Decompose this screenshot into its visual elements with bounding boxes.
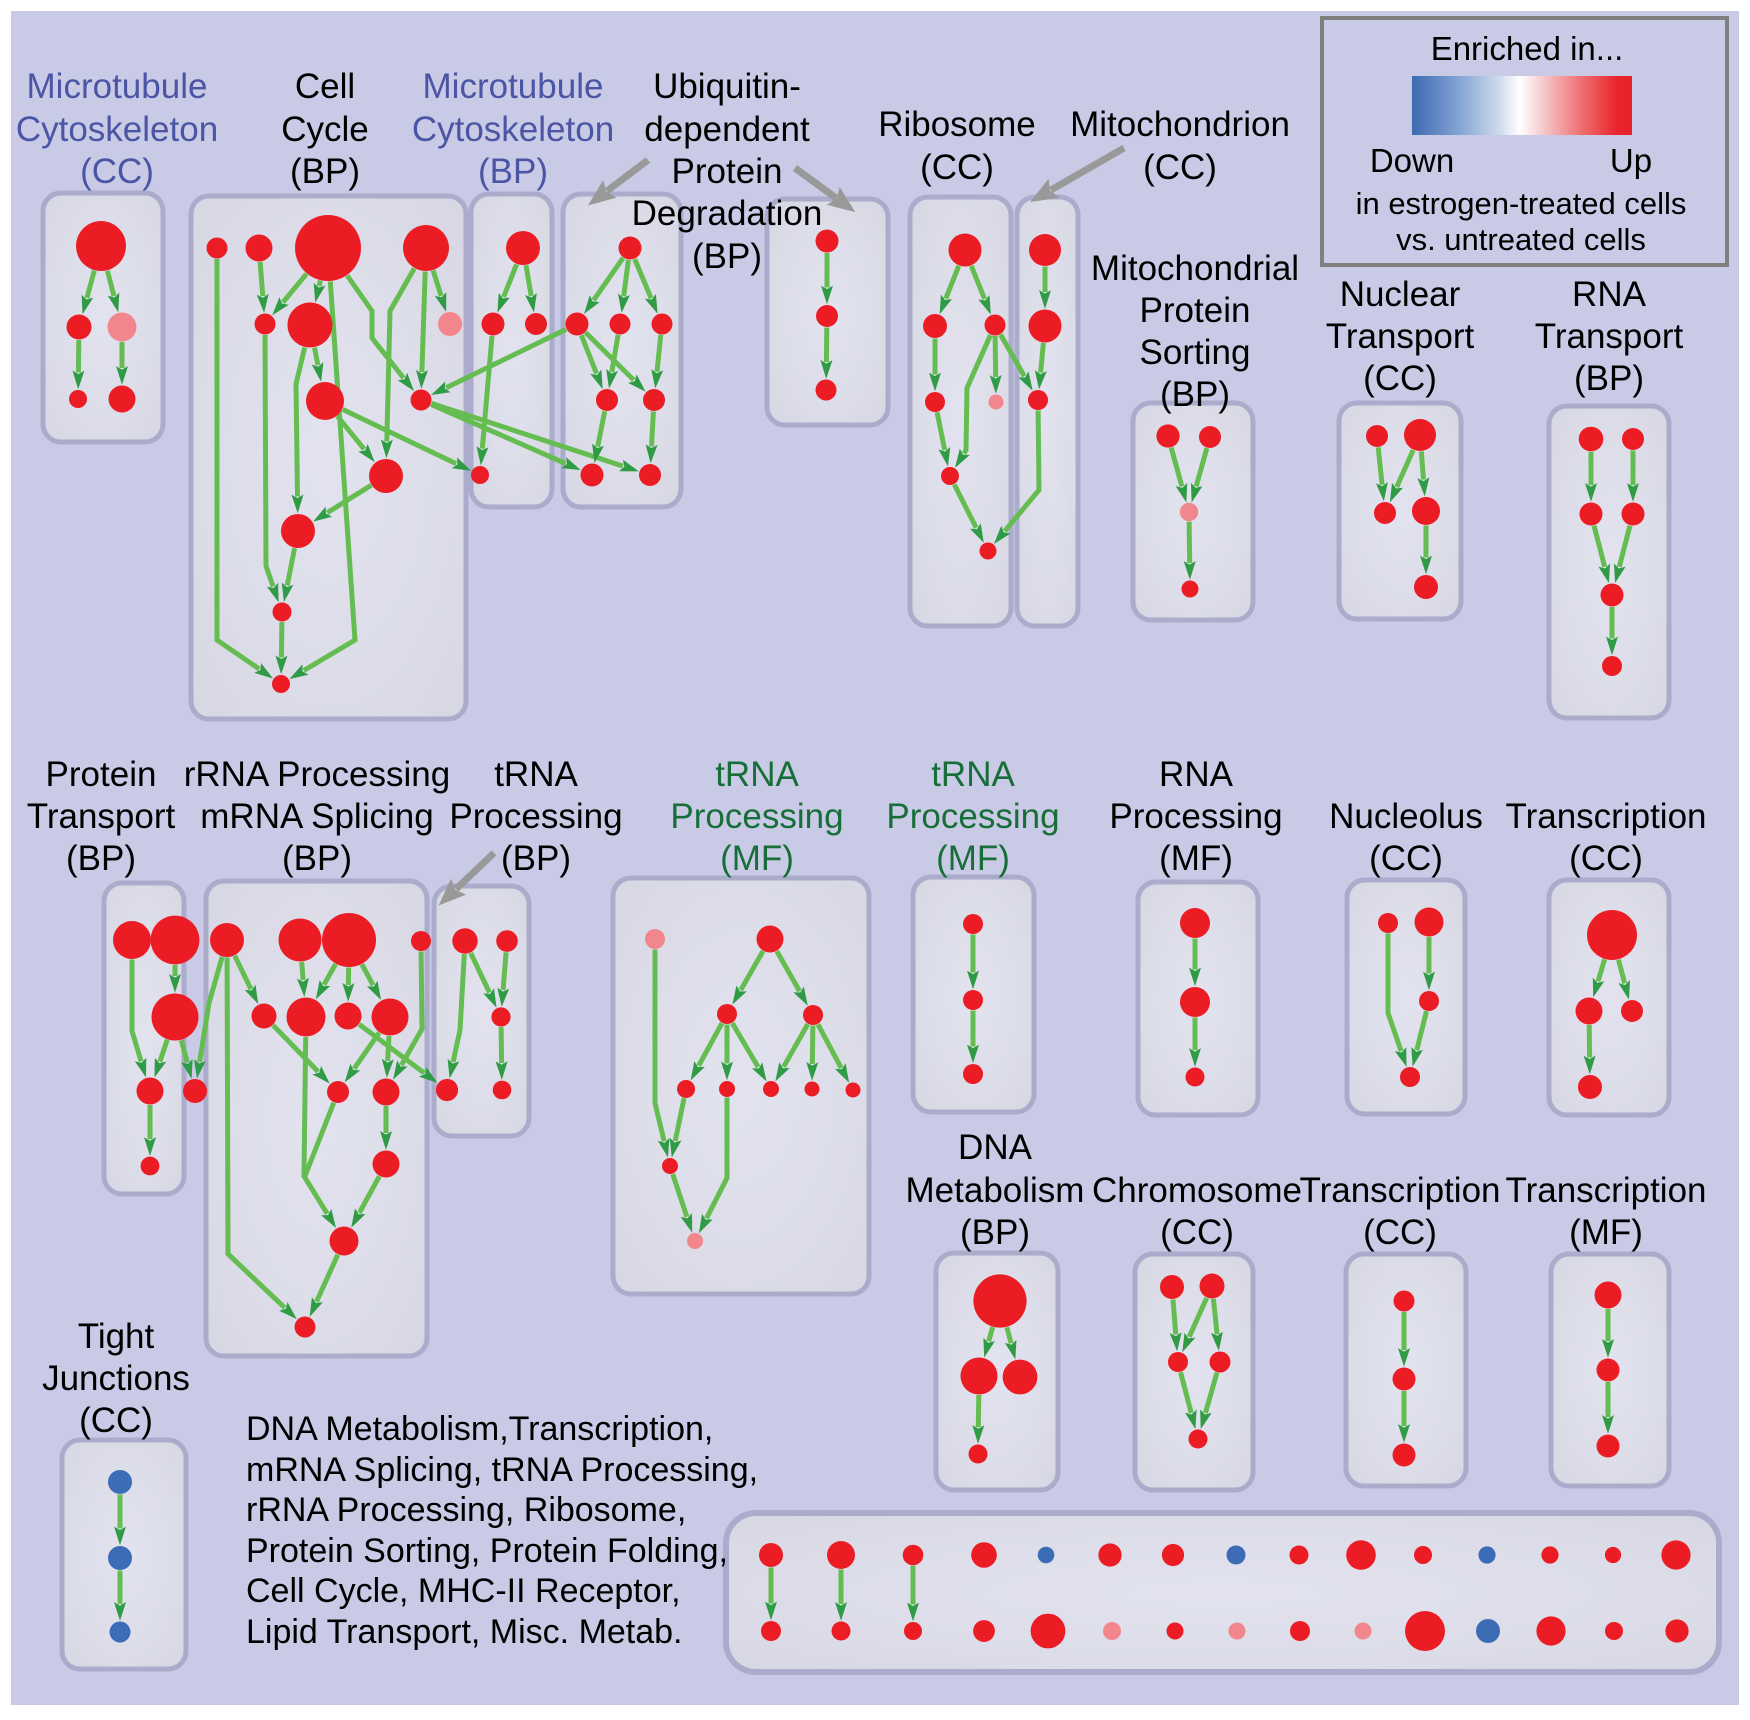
svg-text:(MF): (MF) [1159,839,1233,878]
svg-text:Tight: Tight [78,1317,155,1356]
svg-text:(CC): (CC) [1369,839,1443,878]
svg-text:rRNA Processing, Ribosome,: rRNA Processing, Ribosome, [246,1491,686,1529]
svg-text:(BP): (BP) [1574,359,1644,398]
svg-text:(CC): (CC) [1363,359,1437,398]
svg-text:RNA: RNA [1159,755,1234,794]
svg-text:Metabolism: Metabolism [906,1171,1085,1210]
svg-text:(MF): (MF) [936,839,1010,878]
svg-text:(BP): (BP) [501,839,571,878]
svg-text:Mitochondrion: Mitochondrion [1070,105,1290,144]
svg-text:in estrogen-treated cells: in estrogen-treated cells [1356,186,1687,221]
svg-text:mRNA Splicing, tRNA Processing: mRNA Splicing, tRNA Processing, [246,1451,758,1489]
svg-text:Nuclear: Nuclear [1340,275,1461,314]
svg-text:Junctions: Junctions [42,1359,190,1398]
svg-text:Transcription: Transcription [1300,1171,1501,1210]
svg-text:Transcription: Transcription [1506,797,1707,836]
svg-text:(BP): (BP) [290,152,360,191]
svg-text:Cytoskeleton: Cytoskeleton [16,110,218,149]
svg-text:(MF): (MF) [1569,1213,1643,1252]
svg-text:Processing: Processing [670,797,843,836]
svg-text:DNA: DNA [958,1128,1033,1167]
svg-text:Protein Sorting, Protein Foldi: Protein Sorting, Protein Folding, [246,1532,728,1570]
svg-text:Protein: Protein [672,152,783,191]
svg-text:rRNA Processing: rRNA Processing [184,755,450,794]
svg-text:Processing: Processing [886,797,1059,836]
svg-text:Cell Cycle, MHC-II Receptor,: Cell Cycle, MHC-II Receptor, [246,1572,681,1610]
svg-text:(CC): (CC) [920,148,994,187]
svg-text:Down: Down [1370,142,1454,179]
svg-text:(CC): (CC) [1143,148,1217,187]
svg-text:RNA: RNA [1572,275,1647,314]
svg-text:Chromosome: Chromosome [1092,1171,1302,1210]
svg-text:dependent: dependent [644,110,810,149]
svg-text:Degradation: Degradation [632,194,823,233]
svg-text:Ubiquitin-: Ubiquitin- [653,67,801,106]
svg-text:Enriched in...: Enriched in... [1431,30,1624,67]
svg-text:Lipid Transport, Misc. Metab.: Lipid Transport, Misc. Metab. [246,1613,683,1651]
svg-text:tRNA: tRNA [931,755,1015,794]
svg-text:DNA Metabolism,Transcription,: DNA Metabolism,Transcription, [246,1410,713,1448]
svg-text:tRNA: tRNA [494,755,578,794]
svg-text:mRNA Splicing: mRNA Splicing [200,797,433,836]
svg-text:Processing: Processing [1109,797,1282,836]
svg-text:(BP): (BP) [960,1213,1030,1252]
svg-text:Transport: Transport [1535,317,1684,356]
svg-text:(CC): (CC) [1160,1213,1234,1252]
svg-text:Microtubule: Microtubule [423,67,604,106]
svg-text:vs. untreated cells: vs. untreated cells [1396,222,1646,257]
svg-text:Cytoskeleton: Cytoskeleton [412,110,614,149]
svg-text:Transport: Transport [1326,317,1475,356]
svg-text:(BP): (BP) [282,839,352,878]
svg-text:Sorting: Sorting [1140,333,1251,372]
svg-text:(CC): (CC) [1363,1213,1437,1252]
svg-text:Cycle: Cycle [281,110,369,149]
svg-text:Transport: Transport [27,797,176,836]
svg-text:Ribosome: Ribosome [878,105,1036,144]
svg-text:Nucleolus: Nucleolus [1329,797,1483,836]
svg-text:Microtubule: Microtubule [27,67,208,106]
svg-text:Transcription: Transcription [1506,1171,1707,1210]
svg-text:(BP): (BP) [1160,375,1230,414]
svg-text:Protein: Protein [46,755,157,794]
svg-text:(CC): (CC) [1569,839,1643,878]
svg-text:Up: Up [1610,142,1652,179]
svg-text:(CC): (CC) [80,152,154,191]
svg-text:Cell: Cell [295,67,355,106]
svg-text:(BP): (BP) [692,237,762,276]
svg-text:(BP): (BP) [478,152,548,191]
svg-text:(MF): (MF) [720,839,794,878]
svg-text:(CC): (CC) [79,1401,153,1440]
svg-text:Mitochondrial: Mitochondrial [1091,249,1299,288]
svg-text:Protein: Protein [1140,291,1251,330]
svg-text:(BP): (BP) [66,839,136,878]
svg-text:tRNA: tRNA [715,755,799,794]
svg-text:Processing: Processing [449,797,622,836]
